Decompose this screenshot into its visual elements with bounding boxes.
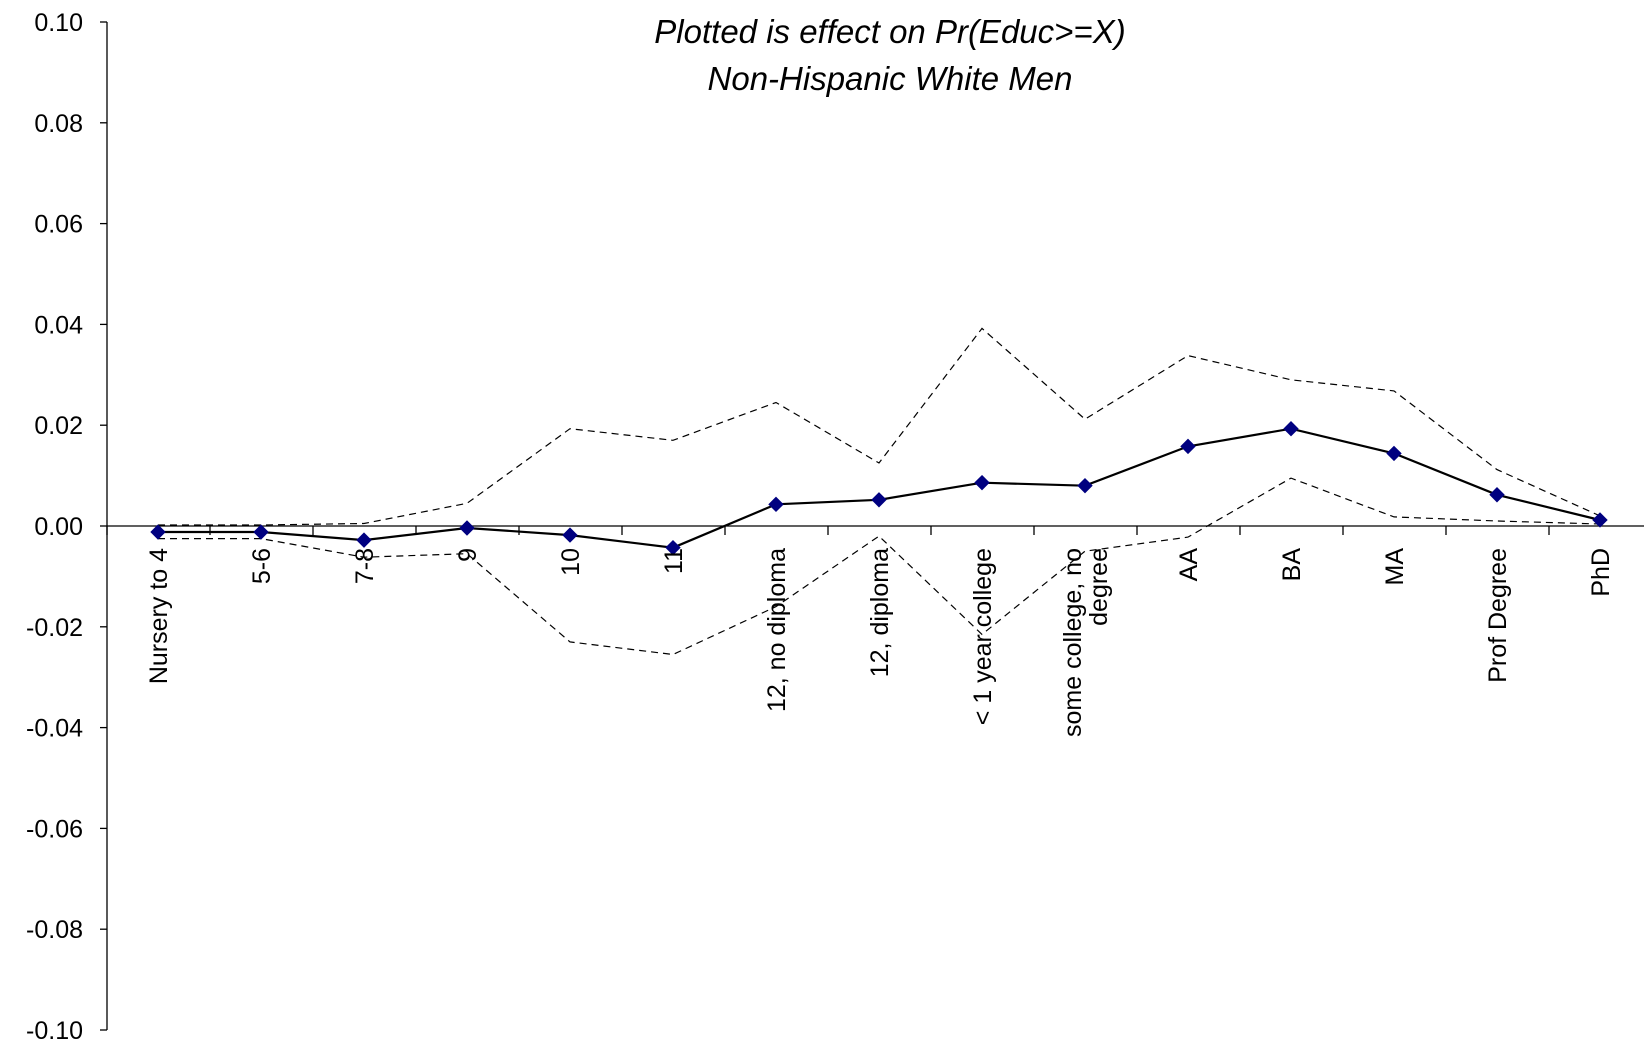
y-tick-labels: 0.10 0.08 0.06 0.04 0.02 0.00 -0.02 -0.04 -0.06 -… <box>26 9 83 1045</box>
x-tick-label: degree <box>1085 548 1113 626</box>
data-point-marker <box>1592 512 1608 528</box>
axes <box>100 21 1644 1031</box>
data-point-marker <box>1283 421 1299 437</box>
data-point-marker <box>871 492 887 508</box>
x-tick-label: BA <box>1278 548 1306 582</box>
bound-line-1 <box>158 327 1601 526</box>
data-markers <box>150 421 1608 556</box>
y-tick-label: -0.10 <box>26 1017 83 1045</box>
y-tick-label: 0.08 <box>34 110 83 138</box>
x-tick-label: Nursery to 4 <box>145 548 173 684</box>
confidence-band-lines <box>158 327 1601 656</box>
data-point-marker <box>768 496 784 513</box>
bound-line-2 <box>158 477 1601 656</box>
x-tick-label: AA <box>1175 548 1203 582</box>
chart-title-block: Plotted is effect on Pr(Educ>=X) Non-His… <box>500 8 1280 102</box>
y-tick-label: 0.06 <box>34 211 83 239</box>
data-point-marker <box>1077 477 1093 494</box>
data-point-marker <box>459 520 475 536</box>
y-tick-label: -0.06 <box>26 815 83 843</box>
data-point-marker <box>253 524 269 540</box>
data-point-marker <box>1180 438 1196 455</box>
y-tick-label: 0.04 <box>34 311 83 339</box>
x-tick-label: PhD <box>1587 548 1615 597</box>
x-tick-label: 12, diploma <box>866 548 894 677</box>
estimate-line <box>158 427 1601 549</box>
y-tick-label: 0.02 <box>34 412 83 440</box>
x-tick-label: Prof Degree <box>1484 548 1512 683</box>
x-tick-labels: Nursery to 4 5-6 7-8 9 10 11 12, no diploma 12,… <box>145 548 1615 737</box>
y-tick-label: 0.10 <box>34 9 83 37</box>
data-point-marker <box>150 524 166 540</box>
data-point-marker <box>562 527 578 543</box>
data-point-marker <box>356 532 372 548</box>
chart-title: Plotted is effect on Pr(Educ>=X) <box>654 13 1126 50</box>
x-tick-label: some college, no <box>1059 548 1087 737</box>
y-tick-label: -0.02 <box>26 614 83 642</box>
x-tick-label: 9 <box>454 548 482 562</box>
estimate-line-group <box>158 427 1601 549</box>
x-tick-label: 7-8 <box>351 548 379 584</box>
x-tick-label: < 1 year college <box>969 548 997 725</box>
x-tick-label: 11 <box>660 548 688 574</box>
data-point-marker <box>665 539 681 556</box>
x-tick-label: MA <box>1381 548 1409 586</box>
y-tick-label: -0.04 <box>26 715 83 743</box>
data-point-marker <box>1489 487 1505 503</box>
x-tick-label: 10 <box>557 548 585 576</box>
data-point-marker <box>974 474 990 491</box>
y-tick-label: -0.08 <box>26 916 83 944</box>
x-tick-label: 5-6 <box>248 548 276 584</box>
y-tick-label: 0.00 <box>34 513 83 541</box>
data-point-marker <box>1386 445 1402 462</box>
x-tick-label: 12, no diploma <box>763 548 791 712</box>
chart-subtitle: Non-Hispanic White Men <box>707 60 1073 97</box>
